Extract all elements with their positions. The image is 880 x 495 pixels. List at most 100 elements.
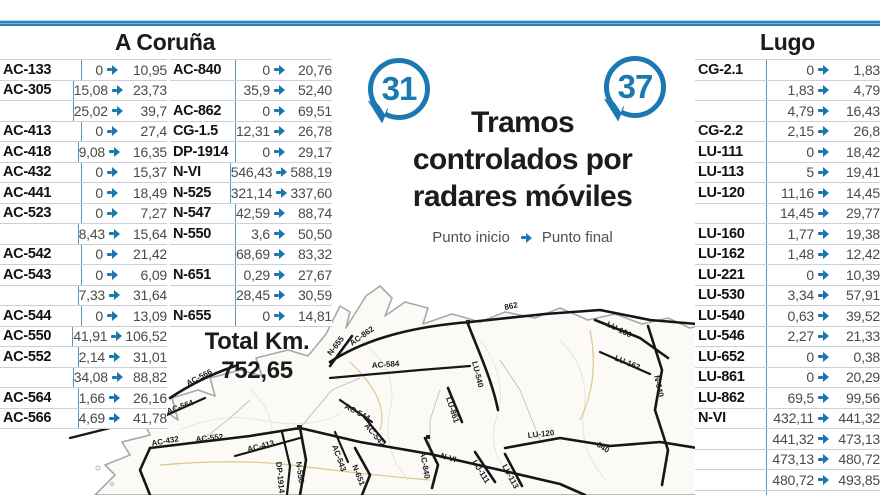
km-end: 19,38 bbox=[845, 225, 880, 242]
road-code: CG-2.2 bbox=[695, 121, 767, 141]
arrow-icon bbox=[107, 208, 118, 219]
total-km-label: Total Km. bbox=[204, 328, 310, 355]
road-code: AC-441 bbox=[0, 183, 82, 203]
km-start: 8,43 bbox=[78, 225, 106, 242]
arrow-icon bbox=[111, 372, 123, 383]
km-end: 588,19 bbox=[290, 164, 332, 181]
arrow-icon bbox=[818, 351, 829, 362]
road-code bbox=[695, 429, 767, 449]
coruna-table-col2: AC-840 0 20,76 35,9 52,40 AC-862 0 69,51… bbox=[170, 59, 332, 327]
road-code: N-547 bbox=[170, 203, 236, 223]
km-end: 69,51 bbox=[297, 102, 332, 119]
km-start: 0 bbox=[806, 61, 814, 78]
arrow-icon bbox=[818, 454, 829, 465]
arrow-icon bbox=[107, 269, 118, 280]
km-end: 16,43 bbox=[845, 102, 880, 119]
table-row: AC-441 0 18,49 bbox=[0, 183, 167, 204]
road-code bbox=[695, 101, 767, 121]
arrow-icon bbox=[109, 228, 121, 239]
road-code: AC-862 bbox=[170, 101, 236, 121]
road-code: CG-1.5 bbox=[170, 121, 236, 141]
arrow-icon bbox=[818, 413, 829, 424]
km-end: 26,78 bbox=[297, 123, 332, 140]
road-code: DP-1914 bbox=[170, 142, 236, 162]
arrow-icon bbox=[818, 331, 829, 342]
km-end: 7,27 bbox=[140, 205, 168, 222]
km-start: 0 bbox=[95, 307, 103, 324]
table-row: LU-111 0 18,42 bbox=[695, 142, 880, 163]
arrow-icon bbox=[107, 126, 118, 137]
km-start: 35,9 bbox=[243, 82, 271, 99]
arrow-icon bbox=[107, 167, 118, 178]
arrow-icon bbox=[818, 105, 829, 116]
km-start: 25,02 bbox=[73, 102, 108, 119]
km-end: 20,76 bbox=[297, 61, 332, 78]
km-start: 321,14 bbox=[230, 184, 273, 201]
road-code: LU-160 bbox=[695, 224, 767, 244]
secondary-roads bbox=[159, 329, 594, 481]
km-end: 27,67 bbox=[297, 266, 332, 283]
table-row: AC-840 0 20,76 bbox=[170, 60, 332, 81]
km-start: 0 bbox=[806, 369, 814, 386]
islet bbox=[95, 465, 101, 471]
table-row: 1,83 4,79 bbox=[695, 80, 880, 101]
road-code bbox=[695, 470, 767, 490]
road-code: AC-552 bbox=[0, 347, 79, 367]
km-end: 4,79 bbox=[853, 82, 880, 99]
legend-start-label: Punto inicio bbox=[432, 229, 510, 246]
arrow-icon bbox=[818, 392, 829, 403]
table-row: LU-546 2,27 21,33 bbox=[695, 326, 880, 347]
road-code: AC-543 bbox=[0, 265, 82, 285]
legend-end-label: Punto final bbox=[541, 229, 613, 246]
table-row: N-655 0 14,81 bbox=[170, 306, 332, 327]
arrow-icon bbox=[818, 85, 829, 96]
road-label: DP-1914 bbox=[274, 461, 286, 494]
arrow-icon bbox=[818, 146, 829, 157]
km-start: 42,59 bbox=[235, 205, 271, 222]
table-row: N-525 321,14 337,60 bbox=[170, 183, 332, 204]
km-end: 494,95 bbox=[832, 492, 880, 495]
km-end: 6,09 bbox=[140, 266, 168, 283]
arrow-icon bbox=[818, 474, 829, 485]
road-code: LU-120 bbox=[695, 183, 767, 203]
road-code bbox=[0, 224, 79, 244]
road-code: AC-418 bbox=[0, 142, 79, 162]
km-start: 7,33 bbox=[78, 287, 106, 304]
km-end: 30,59 bbox=[297, 287, 332, 304]
table-row: 28,45 30,59 bbox=[170, 285, 332, 306]
km-end: 16,35 bbox=[132, 143, 167, 160]
arrow-icon bbox=[111, 331, 123, 342]
arrow-icon bbox=[109, 351, 121, 362]
arrow-icon bbox=[818, 269, 829, 280]
table-row: AC-543 0 6,09 bbox=[0, 265, 167, 286]
km-start: 28,45 bbox=[235, 287, 271, 304]
road-code bbox=[695, 203, 767, 223]
arrow-icon bbox=[274, 146, 285, 157]
km-end: 493,85 bbox=[838, 471, 880, 488]
table-row: CG-1.5 12,31 26,78 bbox=[170, 121, 332, 142]
arrow-icon bbox=[111, 85, 123, 96]
table-row: AC-418 9,08 16,35 bbox=[0, 142, 167, 163]
arrow-icon bbox=[276, 187, 288, 198]
arrow-icon bbox=[109, 413, 121, 424]
km-end: 10,95 bbox=[132, 61, 167, 78]
table-row: LU-530 3,34 57,91 bbox=[695, 285, 880, 306]
km-end: 57,91 bbox=[845, 287, 880, 304]
arrow-icon bbox=[107, 187, 118, 198]
km-end: 20,29 bbox=[845, 369, 880, 386]
km-end: 88,74 bbox=[297, 205, 332, 222]
table-row: 473,13 480,72 bbox=[695, 449, 880, 470]
arrow-icon bbox=[274, 208, 286, 219]
table-row: 480,72 493,85 bbox=[695, 470, 880, 491]
arrow-icon bbox=[109, 392, 121, 403]
km-start: 0 bbox=[262, 307, 270, 324]
road-code bbox=[170, 80, 236, 100]
km-end: 39,52 bbox=[845, 307, 880, 324]
road-label: LU-120 bbox=[527, 428, 555, 440]
table-row: CG-2.1 0 1,83 bbox=[695, 60, 880, 81]
road-code: AC-542 bbox=[0, 244, 82, 264]
road-code: N-VI bbox=[170, 162, 231, 182]
road-code: AC-564 bbox=[0, 388, 79, 408]
road-code: LU-546 bbox=[695, 326, 767, 346]
km-start: 0 bbox=[262, 61, 270, 78]
